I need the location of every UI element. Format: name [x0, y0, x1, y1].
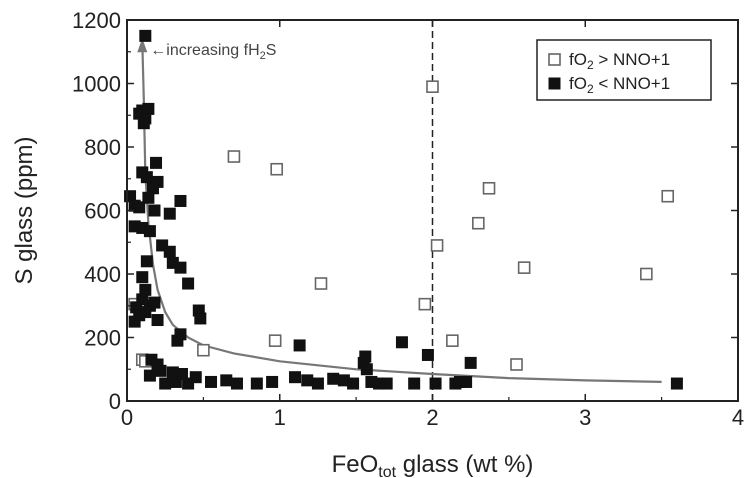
data-point-filled — [139, 29, 152, 42]
data-point-filled — [174, 261, 187, 274]
data-point-filled — [182, 277, 195, 290]
y-tick-label: 800 — [84, 135, 121, 160]
data-point-filled — [359, 350, 372, 363]
data-point-open — [446, 334, 459, 347]
data-point-filled — [464, 356, 477, 369]
x-tick-label: 3 — [579, 405, 591, 430]
data-point-filled — [128, 315, 141, 328]
y-axis-title: S glass (ppm) — [11, 136, 38, 284]
y-tick-label: 0 — [109, 389, 121, 414]
data-point-filled — [395, 336, 408, 349]
data-point-filled — [143, 369, 156, 382]
series-oxidized — [128, 80, 675, 371]
legend-marker-open — [548, 53, 561, 66]
x-tick-label: 2 — [426, 405, 438, 430]
data-point-filled — [163, 207, 176, 220]
trend-arrowhead — [137, 38, 148, 53]
data-point-filled — [421, 348, 434, 361]
data-point-filled — [142, 102, 155, 115]
y-tick-label: 600 — [84, 199, 121, 224]
data-point-filled — [139, 306, 152, 319]
data-point-filled — [460, 375, 473, 388]
data-point-filled — [250, 377, 263, 390]
series-reduced — [124, 29, 683, 390]
axes: 0 1 2 3 4 0 200 400 600 800 1000 1200 FeOtot glass (… — [11, 8, 744, 478]
data-point-filled — [150, 156, 163, 169]
data-point-open — [418, 297, 432, 311]
data-point-filled — [293, 339, 306, 352]
data-point-filled — [266, 375, 279, 388]
data-point-filled — [154, 364, 167, 377]
data-point-filled — [230, 377, 243, 390]
data-point-open — [430, 239, 444, 252]
data-point-filled — [175, 368, 188, 381]
data-point-open — [472, 216, 485, 230]
data-point-filled — [133, 201, 146, 214]
data-point-open — [640, 267, 653, 281]
legend-entry: fO2 < NNO+1 — [569, 74, 670, 96]
data-point-filled — [148, 296, 161, 309]
data-point-filled — [327, 372, 340, 385]
trend-curve — [141, 42, 662, 383]
data-point-open — [426, 80, 439, 93]
data-point-filled — [205, 375, 218, 388]
data-point-open — [510, 358, 523, 371]
data-point-filled — [156, 239, 169, 252]
data-point-open — [270, 162, 283, 176]
data-point-filled — [140, 255, 153, 268]
x-tick-label: 4 — [732, 405, 744, 430]
data-point-open — [227, 150, 241, 163]
x-tick-label: 1 — [274, 405, 286, 430]
data-point-filled — [143, 225, 156, 238]
data-point-filled — [408, 377, 421, 390]
annotation-increasing-fh2s: ←increasing fH2S — [150, 42, 276, 62]
data-point-open — [661, 189, 675, 203]
y-tick-label: 1200 — [72, 8, 121, 33]
y-tick-label: 200 — [84, 326, 121, 351]
data-point-filled — [380, 377, 393, 390]
data-point-open — [482, 181, 496, 195]
data-point-open — [197, 343, 210, 357]
data-point-filled — [159, 377, 172, 390]
y-tick-label: 400 — [84, 262, 121, 287]
data-point-filled — [189, 371, 202, 384]
data-point-filled — [148, 204, 161, 217]
plot-area: ←increasing fH2S — [124, 20, 683, 401]
data-point-filled — [142, 191, 155, 204]
data-point-open — [517, 261, 531, 274]
data-point-filled — [289, 371, 302, 384]
x-axis-title: FeOtot glass (wt %) — [332, 451, 534, 478]
data-point-filled — [429, 377, 442, 390]
data-point-filled — [670, 377, 683, 390]
data-point-filled — [360, 363, 373, 376]
data-point-filled — [151, 314, 164, 327]
data-point-filled — [220, 374, 233, 387]
x-tick-label: 0 — [121, 405, 133, 430]
data-point-filled — [140, 171, 153, 184]
data-point-filled — [194, 312, 207, 325]
data-point-filled — [182, 377, 195, 390]
data-point-open — [314, 277, 328, 290]
legend-box — [536, 39, 712, 101]
data-point-filled — [347, 377, 360, 390]
data-point-filled — [136, 271, 149, 284]
data-point-filled — [136, 293, 149, 306]
legend-marker-filled — [548, 77, 561, 90]
data-point-filled — [137, 117, 150, 130]
data-point-filled — [311, 377, 324, 390]
data-point-open — [268, 334, 282, 347]
legend-entry: fO2 > NNO+1 — [569, 50, 670, 72]
data-point-filled — [169, 375, 182, 388]
data-point-filled — [171, 334, 184, 347]
data-point-filled — [163, 245, 176, 258]
y-tick-label: 1000 — [72, 72, 121, 97]
data-point-filled — [301, 374, 314, 387]
data-point-filled — [174, 194, 187, 207]
